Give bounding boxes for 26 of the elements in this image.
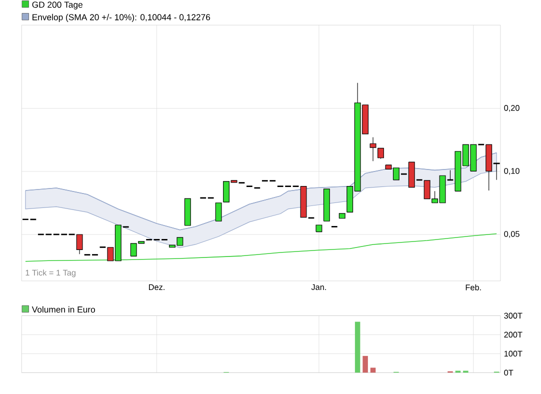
candlestick: [378, 148, 384, 160]
x-tick-label: Dez.: [149, 284, 164, 290]
legend-label: GD 200 Tage: [32, 2, 82, 10]
bar: [354, 322, 360, 373]
candlestick: [338, 213, 346, 219]
y-tick-label: 300T: [504, 312, 522, 319]
y-tick-label: 100T: [504, 350, 522, 357]
bar: [370, 368, 376, 373]
line-series: [25, 233, 497, 262]
annotation: 1 Tick = 1 Tag: [26, 270, 76, 278]
candlestick: [184, 198, 191, 226]
candlestick: [370, 137, 376, 162]
y-tick-label: 0,05: [504, 231, 520, 238]
candlestick: [215, 202, 222, 222]
y-tick-label: 200T: [504, 332, 522, 338]
x-tick-label: Feb.: [466, 284, 481, 290]
legend-label: Envelop (SMA 20 +/- 10%): 0,10044 - 0,12276: [32, 14, 210, 22]
x-tick-label: Jan.: [311, 284, 326, 290]
y-tick-label: 0,10: [504, 168, 520, 175]
legend-label: Volumen in Euro: [32, 306, 95, 313]
y-tick-label: 0T: [504, 370, 514, 376]
y-tick-label: 0,20: [504, 105, 520, 112]
candlestick: [316, 224, 322, 232]
bar: [362, 356, 368, 373]
candlestick: [323, 188, 330, 222]
candlestick: [76, 234, 83, 254]
